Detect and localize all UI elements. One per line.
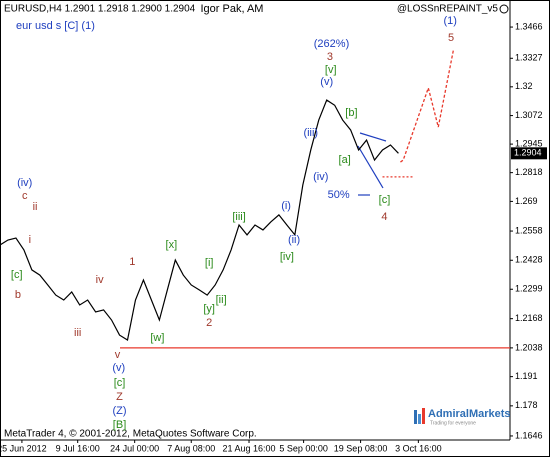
wave-label: 1 bbox=[129, 256, 135, 268]
x-tick-label: 5 Sep 00:00 bbox=[279, 443, 328, 453]
logo-bar bbox=[422, 408, 425, 424]
y-tick-label: 1.32 bbox=[515, 81, 533, 91]
y-tick-label: 1.2818 bbox=[515, 167, 543, 177]
wave-label: v bbox=[115, 349, 121, 361]
wave-label: (262%) bbox=[314, 38, 349, 50]
x-tick-label: 7 Aug 08:00 bbox=[167, 443, 215, 453]
x-tick-label: 25 Jun 2012 bbox=[0, 443, 47, 453]
wave-label: 50% bbox=[328, 189, 350, 201]
wave-label: [v] bbox=[325, 64, 337, 76]
wave-label: 5 bbox=[448, 32, 454, 44]
chart-title: Igor Pak, AM bbox=[201, 3, 264, 15]
y-tick-label: 1.2299 bbox=[515, 284, 543, 294]
wave-label: [w] bbox=[150, 332, 164, 344]
y-tick-label: 1.2945 bbox=[515, 138, 543, 148]
footer: MetaTrader 4, © 2001-2012, MetaQuotes So… bbox=[4, 429, 257, 440]
last-price-label: 1.2904 bbox=[514, 148, 542, 158]
wave-label: (v) bbox=[320, 76, 333, 88]
y-tick-label: 1.191 bbox=[515, 371, 538, 381]
wave-label: [B] bbox=[113, 419, 126, 431]
subtitle: eur usd s [C] (1) bbox=[16, 20, 95, 32]
wave-label: b bbox=[15, 289, 21, 301]
wave-label: [i] bbox=[205, 257, 214, 269]
x-tick-label: 24 Jul 00:00 bbox=[110, 443, 159, 453]
wave-label: (Z) bbox=[113, 405, 127, 417]
wedge-line bbox=[359, 132, 387, 142]
wave-label: 4 bbox=[381, 211, 387, 223]
price-line bbox=[400, 49, 455, 163]
wave-label: 2 bbox=[206, 317, 212, 329]
y-tick-label: 1.269 bbox=[515, 196, 538, 206]
wave-label: Z bbox=[116, 391, 123, 403]
logo-bar bbox=[414, 410, 417, 424]
wave-label: [c] bbox=[379, 194, 391, 206]
wedge bbox=[357, 132, 387, 196]
x-tick-label: 19 Sep 08:00 bbox=[334, 443, 388, 453]
symbol-info: EURUSD,H4 1.2901 1.2918 1.2900 1.2904 bbox=[4, 4, 196, 15]
last-price-box bbox=[511, 147, 547, 160]
wave-label: [a] bbox=[339, 154, 351, 166]
y-tick-label: 1.3466 bbox=[515, 21, 543, 31]
wave-label: iv bbox=[96, 274, 104, 286]
wave-label: [ii] bbox=[216, 294, 227, 306]
y-tick-label: 1.2428 bbox=[515, 255, 543, 265]
y-tick-label: 1.3327 bbox=[515, 53, 543, 63]
wave-label: i bbox=[29, 234, 31, 246]
wave-label: [y] bbox=[203, 303, 215, 315]
wave-label: 3 bbox=[327, 51, 333, 63]
x-tick-label: 9 Jul 16:00 bbox=[56, 443, 100, 453]
y-tick-label: 1.2168 bbox=[515, 313, 543, 323]
wave-label: c bbox=[22, 190, 28, 202]
wave-label: (iv) bbox=[313, 171, 328, 183]
indicator-icon bbox=[499, 4, 509, 14]
wave-label: ii bbox=[33, 201, 38, 213]
y-tick-label: 1.2038 bbox=[515, 342, 543, 352]
wave-label: iii bbox=[74, 327, 81, 339]
wave-label: [c] bbox=[11, 269, 23, 281]
logo-bar bbox=[418, 414, 421, 424]
wave-label: [c] bbox=[114, 377, 126, 389]
x-tick-label: 3 Oct 16:00 bbox=[395, 443, 442, 453]
y-tick-label: 1.1646 bbox=[515, 430, 543, 440]
brand: AdmiralMarkets bbox=[428, 408, 511, 420]
brand-logo: AdmiralMarkets Trading for everyone bbox=[414, 408, 511, 426]
wave-label: (i) bbox=[281, 200, 291, 212]
wave-label: [iii] bbox=[232, 211, 245, 223]
x-tick-label: 21 Aug 16:00 bbox=[222, 443, 275, 453]
wave-label: [x] bbox=[166, 239, 178, 251]
y-tick-label: 1.3072 bbox=[515, 110, 543, 120]
wave-label: [iv] bbox=[280, 251, 294, 263]
wave-label: (iv) bbox=[17, 177, 32, 189]
wave-label: (v) bbox=[112, 362, 125, 374]
wave-label: (1) bbox=[444, 15, 457, 27]
indicator: @LOSSnREPAINT_v5 bbox=[397, 4, 499, 15]
y-tick-label: 1.178 bbox=[515, 400, 538, 410]
wave-label: (ii) bbox=[288, 234, 300, 246]
price-line bbox=[0, 99, 399, 341]
brand-tagline: Trading for everyone bbox=[430, 420, 476, 426]
y-tick-label: 1.2558 bbox=[515, 225, 543, 235]
wedge-line bbox=[357, 145, 384, 189]
wave-label: [b] bbox=[345, 107, 357, 119]
wave-label: (iii) bbox=[303, 127, 318, 139]
